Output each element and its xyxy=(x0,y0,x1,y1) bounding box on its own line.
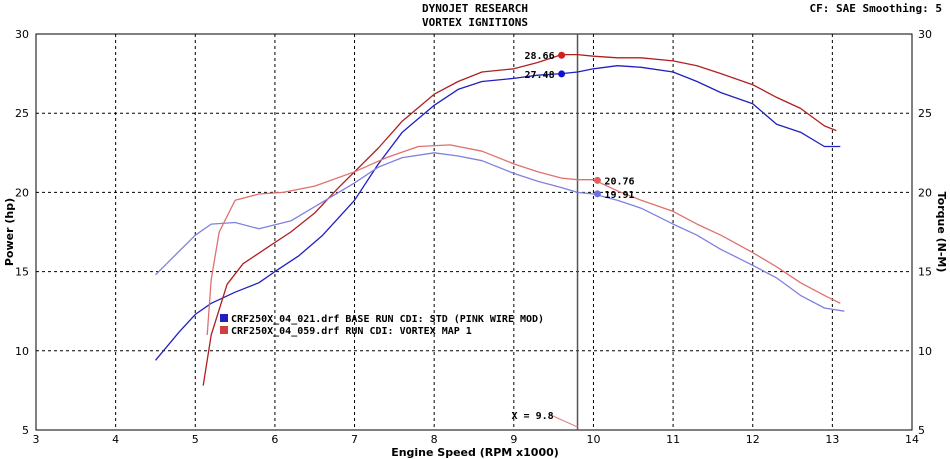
peak-value-label: 28.66 xyxy=(524,51,554,62)
cursor-annotation-line xyxy=(548,413,578,428)
peak-marker xyxy=(558,70,566,78)
series-line-vortex-torque xyxy=(206,144,841,336)
x-tick-label: 7 xyxy=(351,433,358,446)
y-right-tick-label: 20 xyxy=(918,186,932,199)
y-left-axis-label: Power (hp) xyxy=(3,198,16,266)
y-left-tick-label: 25 xyxy=(15,107,29,120)
x-tick-label: 12 xyxy=(746,433,760,446)
y-right-tick-label: 30 xyxy=(918,28,932,41)
x-tick-label: 3 xyxy=(33,433,40,446)
x-tick-label: 5 xyxy=(192,433,199,446)
y-right-tick-label: 10 xyxy=(918,345,932,358)
peak-marker xyxy=(593,176,601,184)
y-left-tick-label: 10 xyxy=(15,345,29,358)
x-axis-label: Engine Speed (RPM x1000) xyxy=(391,446,559,459)
y-left-tick-label: 30 xyxy=(15,28,29,41)
peak-marker xyxy=(593,190,601,198)
plot-frame xyxy=(35,33,913,431)
x-tick-label: 10 xyxy=(586,433,600,446)
y-right-tick-label: 15 xyxy=(918,266,932,279)
chart-title-line1: DYNOJET RESEARCH xyxy=(422,2,528,15)
legend-swatch-vortex xyxy=(220,326,228,334)
y-left-tick-label: 20 xyxy=(15,186,29,199)
series-line-base-torque xyxy=(155,152,845,312)
y-right-tick-label: 5 xyxy=(918,424,925,437)
x-tick-labels: 3 4 5 6 7 8 9 10 11 12 13 14 xyxy=(33,433,920,446)
x-tick-label: 8 xyxy=(431,433,438,446)
x-tick-label: 14 xyxy=(905,433,919,446)
chart-grid xyxy=(36,34,912,430)
legend-swatch-base xyxy=(220,314,228,322)
peak-value-label: 20.76 xyxy=(604,176,634,187)
chart-title-line2: VORTEX IGNITIONS xyxy=(422,16,528,29)
y-right-axis-label: Torque (N-M) xyxy=(935,192,948,273)
peak-value-label: 27.48 xyxy=(524,70,554,81)
y-left-tick-label: 15 xyxy=(15,266,29,279)
legend-label-base: CRF250X_04_021.drf BASE RUN CDI: STD (PI… xyxy=(231,314,544,325)
y-right-tick-labels: 5 10 15 20 25 30 xyxy=(918,28,932,437)
series-line-base-power xyxy=(155,65,841,361)
series-line-vortex-power xyxy=(202,53,837,386)
x-tick-label: 6 xyxy=(271,433,278,446)
peak-marker xyxy=(558,51,566,59)
y-left-tick-labels: 5 10 15 20 25 30 xyxy=(15,28,29,437)
cursor-label: X = 9.8 xyxy=(512,411,554,422)
x-tick-label: 11 xyxy=(666,433,680,446)
x-tick-label: 13 xyxy=(825,433,839,446)
legend: CRF250X_04_021.drf BASE RUN CDI: STD (PI… xyxy=(220,314,544,337)
y-right-tick-label: 25 xyxy=(918,107,932,120)
x-tick-label: 4 xyxy=(112,433,119,446)
peak-value-label: 19.91 xyxy=(604,190,634,201)
cf-info: CF: SAE Smoothing: 5 xyxy=(809,2,942,15)
x-tick-label: 9 xyxy=(510,433,517,446)
legend-label-vortex: CRF250X_04_059.drf RUN CDI: VORTEX MAP 1 xyxy=(231,326,472,337)
y-left-tick-label: 5 xyxy=(22,424,29,437)
